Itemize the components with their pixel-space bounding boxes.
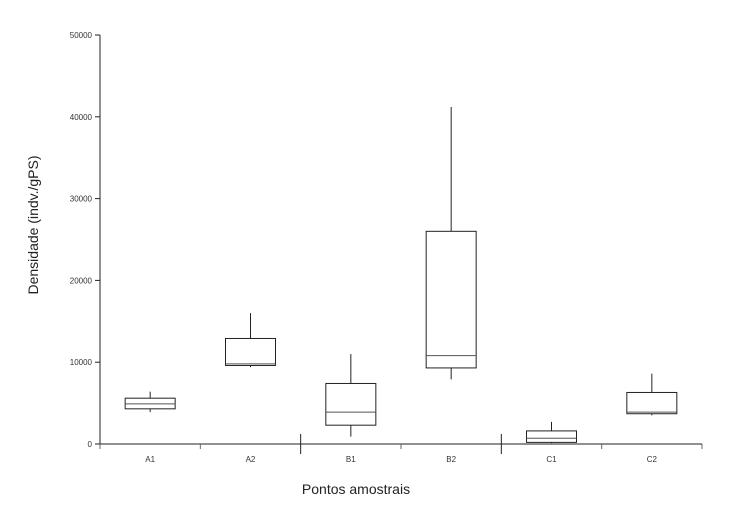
box-iqr (526, 430, 577, 443)
x-tick-label: C1 (546, 455, 557, 464)
box-a1 (124, 391, 176, 413)
y-tick-label: 20000 (70, 276, 93, 285)
box-c1 (526, 421, 577, 444)
box-iqr (325, 382, 377, 426)
y-tick-label: 0 (88, 440, 93, 449)
x-tick-label: C2 (647, 455, 658, 464)
x-tick-label: A1 (145, 455, 155, 464)
x-tick-label: B2 (446, 455, 456, 464)
y-tick-label: 50000 (70, 31, 93, 40)
x-axis-title: Pontos amostrais (302, 481, 410, 497)
y-tick-label: 10000 (70, 358, 93, 367)
x-axis: A1 A2 B1 B2 C1 C2 (99, 434, 703, 464)
box-series (124, 106, 678, 444)
y-axis-title: Densidade (indv./gPS) (25, 155, 41, 294)
box-iqr (626, 391, 678, 415)
box-c2 (626, 373, 678, 416)
box-iqr (425, 230, 477, 369)
y-tick-label: 40000 (70, 113, 93, 122)
box-b1 (325, 354, 377, 437)
box-iqr (225, 337, 276, 366)
x-tick-label: A2 (246, 455, 256, 464)
box-b2 (425, 106, 477, 380)
box-a2 (225, 313, 276, 368)
x-tick-label: B1 (346, 455, 356, 464)
y-tick-label: 30000 (70, 195, 93, 204)
y-axis: 0 10000 20000 30000 40000 50000 (70, 31, 101, 449)
